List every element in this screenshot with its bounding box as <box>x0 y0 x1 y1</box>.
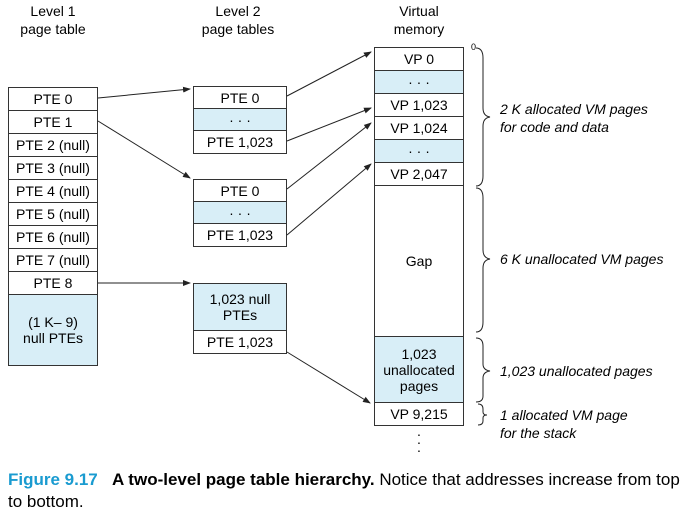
arrow-l1pte1-to-l2b <box>97 120 191 179</box>
note-code-data-line1: 2 K allocated VM pages <box>500 101 648 117</box>
note-stack-line2: for the stack <box>500 425 577 441</box>
vm-vp-9215: VP 9,215 <box>374 402 464 426</box>
note-code-data: 2 K allocated VM pages for code and data <box>500 100 648 136</box>
vm-unalloc-line3: pages <box>399 377 439 394</box>
note-unallocated-pages: 1,023 unallocated pages <box>500 363 653 379</box>
vm-dots-2: · · · <box>374 139 464 163</box>
figure-caption: Figure 9.17 A two-level page table hiera… <box>8 469 690 513</box>
vm-gap: Gap <box>374 185 464 337</box>
vm-header-line1: Virtual <box>399 3 439 19</box>
l1-null-line2: null PTEs <box>23 330 83 346</box>
note-code-data-line2: for code and data <box>500 119 609 135</box>
l1-pte-6: PTE 6 (null) <box>8 225 98 249</box>
vm-trailing-dots: · · · <box>416 426 422 458</box>
arrow-l2c-pte1023-to-vp9215 <box>286 351 371 404</box>
l2c-null-line1: 1,023 null <box>209 291 271 307</box>
l2b-dots: · · · <box>193 201 287 224</box>
vm-dots-1: · · · <box>374 70 464 94</box>
vm-unallocated-block: 1,023 unallocated pages <box>374 336 464 403</box>
l2c-null-ptes-block: 1,023 null PTEs <box>193 283 287 331</box>
caption-title: A two-level page table hierarchy. <box>111 470 375 489</box>
level1-header-line2: page table <box>20 21 86 37</box>
vm-header: Virtual memory <box>374 2 464 38</box>
vm-vp-1023: VP 1,023 <box>374 93 464 117</box>
l1-pte-5: PTE 5 (null) <box>8 202 98 226</box>
l1-pte-8: PTE 8 <box>8 271 98 295</box>
brace-unallocated-pages <box>475 337 491 403</box>
arrow-l2a-pte1023-to-vp1023 <box>286 107 372 142</box>
l2a-dots: · · · <box>193 108 287 131</box>
l2a-pte-0: PTE 0 <box>193 86 287 109</box>
l1-null-line1: (1 K– 9) <box>28 314 78 330</box>
brace-code-data <box>475 47 491 187</box>
level2-header-line2: page tables <box>201 21 275 37</box>
vm-header-line2: memory <box>393 21 445 37</box>
l2a-pte-1023: PTE 1,023 <box>193 130 287 154</box>
arrow-l2a-pte0-to-vp0 <box>286 51 372 97</box>
vm-unalloc-line1: 1,023 <box>401 345 437 362</box>
l2c-null-line2: PTEs <box>222 307 258 323</box>
l1-pte-1: PTE 1 <box>8 110 98 134</box>
l1-null-ptes-block: (1 K– 9) null PTEs <box>8 294 98 366</box>
brace-stack <box>477 403 488 426</box>
note-stack: 1 allocated VM page for the stack <box>500 406 628 442</box>
level2-header-line1: Level 2 <box>215 3 261 19</box>
arrow-l2b-pte1023-to-vp2047 <box>286 163 372 236</box>
l2b-pte-1023: PTE 1,023 <box>193 223 287 247</box>
caption-figure-number: Figure 9.17 <box>8 470 98 489</box>
vm-zero-marker: 0 <box>471 42 477 52</box>
vm-vp-1024: VP 1,024 <box>374 116 464 140</box>
l2b-pte-0: PTE 0 <box>193 179 287 202</box>
level1-header-line1: Level 1 <box>30 3 76 19</box>
l1-pte-3: PTE 3 (null) <box>8 156 98 180</box>
l1-pte-7: PTE 7 (null) <box>8 248 98 272</box>
arrow-l2b-pte0-to-vp1024 <box>286 122 372 190</box>
vm-vp-2047: VP 2,047 <box>374 162 464 186</box>
arrow-l1pte0-to-l2a <box>97 86 191 99</box>
brace-unallocated-vm <box>475 187 491 333</box>
level2-header: Level 2 page tables <box>188 2 288 38</box>
l2c-pte-1023: PTE 1,023 <box>193 330 287 354</box>
vm-vp-0: VP 0 <box>374 47 464 71</box>
vm-unalloc-line2: unallocated <box>383 361 455 378</box>
level1-header: Level 1 page table <box>8 2 98 38</box>
note-stack-line1: 1 allocated VM page <box>500 407 628 423</box>
note-unallocated-vm: 6 K unallocated VM pages <box>500 251 664 267</box>
l1-pte-2: PTE 2 (null) <box>8 133 98 157</box>
caption-text: Notice that addresses increase from top … <box>8 470 680 511</box>
